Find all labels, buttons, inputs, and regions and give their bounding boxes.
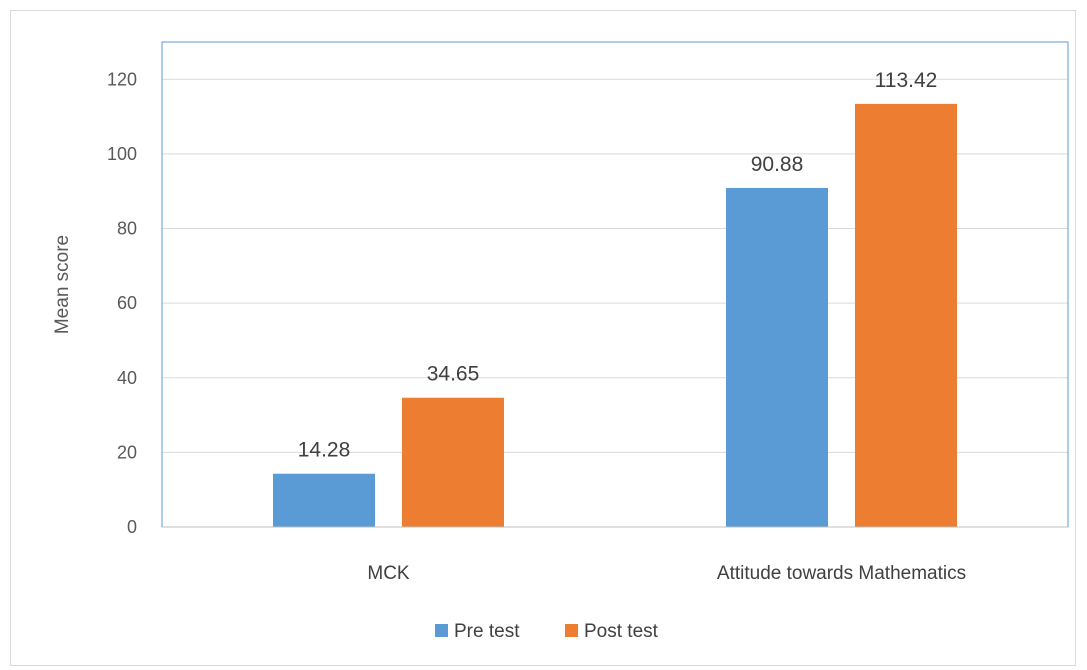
legend-label: Pre test	[454, 621, 520, 642]
bars	[273, 103, 957, 528]
y-tick-label: 0	[127, 517, 137, 537]
y-axis-ticks: 0 20 40 60 80 100 120	[107, 69, 137, 537]
y-tick-label: 120	[107, 69, 137, 89]
data-label: 113.42	[875, 69, 938, 92]
bar-pre-test-1	[273, 473, 375, 527]
y-axis-label: Mean score	[52, 235, 73, 334]
data-label: 14.28	[298, 439, 351, 462]
y-tick-label: 40	[117, 368, 137, 388]
y-tick-label: 80	[117, 219, 137, 239]
bar-post-test-2	[855, 103, 957, 528]
y-tick-label: 20	[117, 442, 137, 462]
x-axis-categories: MCK Attitude towards Mathematics	[367, 563, 966, 584]
y-tick-label: 100	[107, 144, 137, 164]
bar-post-test-1	[402, 397, 504, 527]
y-tick-label: 60	[117, 293, 137, 313]
data-labels: 14.28 34.65 90.88 113.42	[298, 69, 938, 462]
x-category-label: Attitude towards Mathematics	[717, 563, 966, 584]
bar-pre-test-2	[726, 187, 828, 527]
legend: Pre test Post test	[435, 621, 659, 642]
legend-swatch-post-test	[565, 624, 578, 637]
data-label: 34.65	[427, 363, 480, 386]
data-label: 90.88	[751, 153, 804, 176]
legend-swatch-pre-test	[435, 624, 448, 637]
x-category-label: MCK	[367, 563, 410, 584]
legend-label: Post test	[584, 621, 659, 642]
